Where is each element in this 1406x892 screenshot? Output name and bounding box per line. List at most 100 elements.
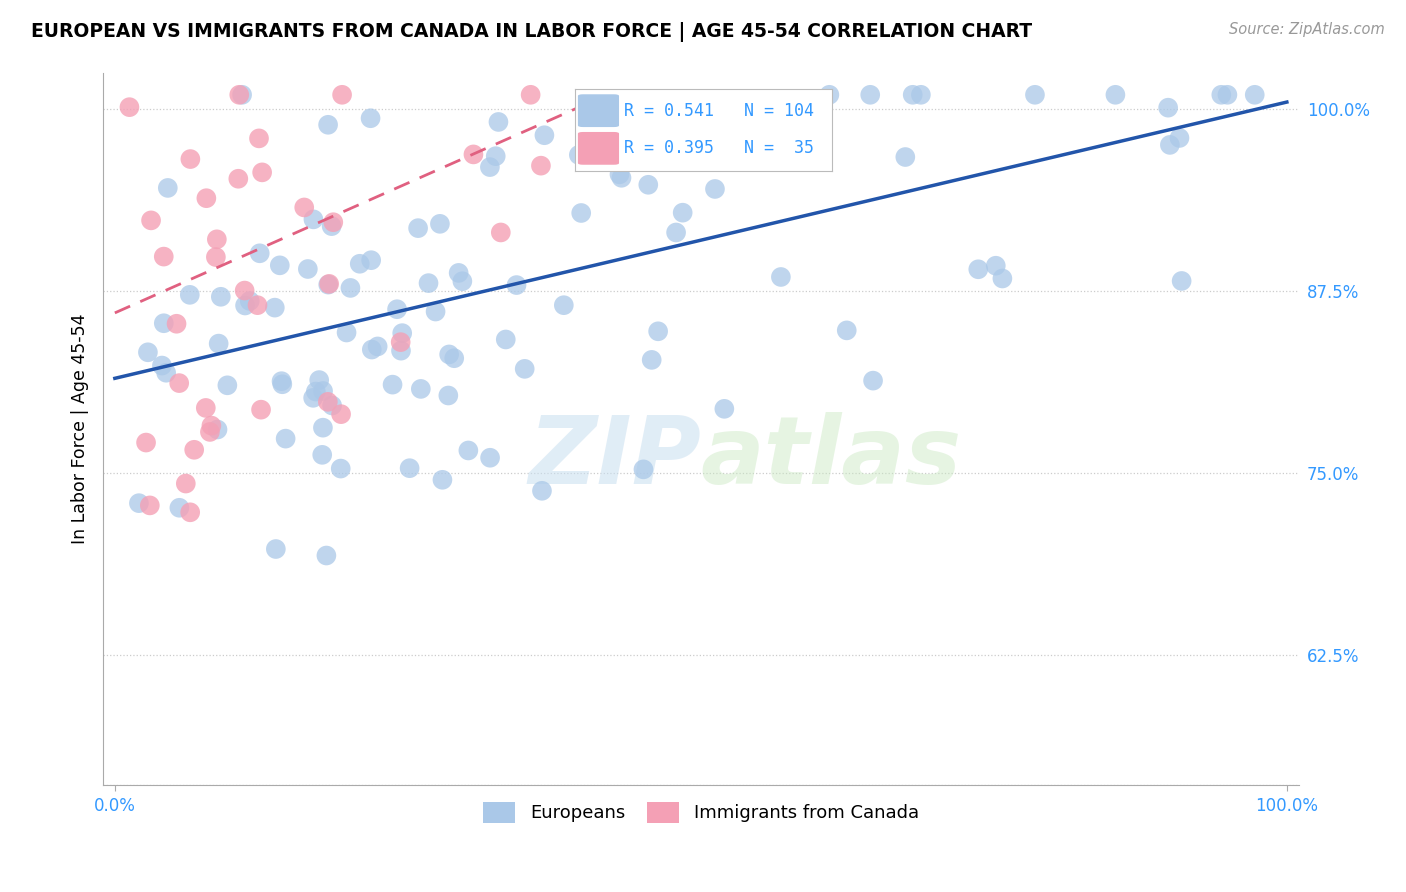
Point	[385, 302, 408, 317]
Point	[155, 366, 177, 380]
Point	[233, 298, 256, 312]
Y-axis label: In Labor Force | Age 45-54: In Labor Force | Age 45-54	[72, 314, 89, 544]
Point	[135, 435, 157, 450]
Point	[457, 443, 479, 458]
Point	[406, 221, 429, 235]
Point	[984, 259, 1007, 273]
Point	[250, 165, 273, 179]
Point	[391, 326, 413, 340]
Point	[1104, 87, 1126, 102]
Point	[315, 549, 337, 563]
Point	[633, 462, 655, 476]
Point	[118, 100, 141, 114]
Point	[360, 112, 382, 126]
Point	[246, 298, 269, 312]
Point	[217, 378, 239, 392]
Point	[263, 301, 285, 315]
Point	[179, 288, 201, 302]
Point	[360, 253, 382, 268]
Point	[505, 278, 527, 293]
Point	[150, 359, 173, 373]
Point	[169, 500, 191, 515]
Point	[769, 270, 792, 285]
Point	[339, 281, 361, 295]
Point	[318, 277, 340, 291]
Point	[432, 473, 454, 487]
Point	[437, 347, 460, 361]
Point	[1243, 87, 1265, 102]
Point	[513, 362, 536, 376]
Point	[485, 149, 508, 163]
Point	[305, 384, 328, 399]
Point	[270, 374, 292, 388]
Point	[205, 232, 228, 246]
Point	[249, 246, 271, 260]
Point	[381, 377, 404, 392]
Point	[139, 499, 162, 513]
Point	[174, 476, 197, 491]
Point	[1157, 101, 1180, 115]
Point	[495, 333, 517, 347]
Point	[437, 388, 460, 402]
Point	[713, 401, 735, 416]
Point	[530, 159, 553, 173]
Point	[316, 277, 339, 292]
Point	[443, 351, 465, 366]
Point	[274, 432, 297, 446]
Point	[478, 160, 501, 174]
Point	[312, 384, 335, 398]
Point	[859, 87, 882, 102]
Point	[330, 87, 353, 102]
Point	[1159, 137, 1181, 152]
Point	[271, 377, 294, 392]
Point	[322, 215, 344, 229]
Point	[302, 391, 325, 405]
Point	[991, 271, 1014, 285]
Point	[139, 213, 162, 227]
Point	[152, 250, 174, 264]
Point	[226, 171, 249, 186]
Point	[297, 262, 319, 277]
Point	[641, 352, 664, 367]
Point	[418, 276, 440, 290]
Point	[308, 373, 330, 387]
Point	[321, 219, 343, 234]
Point	[910, 87, 932, 102]
Point	[228, 87, 250, 102]
Point	[967, 262, 990, 277]
Point	[389, 343, 412, 358]
Point	[292, 201, 315, 215]
Point	[316, 394, 339, 409]
Point	[1024, 87, 1046, 102]
Point	[136, 345, 159, 359]
Point	[447, 266, 470, 280]
Point	[609, 167, 631, 181]
Point	[312, 420, 335, 434]
Point	[179, 505, 201, 519]
Point	[409, 382, 432, 396]
Point	[167, 376, 190, 390]
Point	[533, 128, 555, 143]
Point	[209, 290, 232, 304]
Point	[1216, 87, 1239, 102]
Point	[862, 374, 884, 388]
Point	[1211, 87, 1233, 102]
Point	[894, 150, 917, 164]
Point	[429, 217, 451, 231]
Point	[316, 118, 339, 132]
Point	[302, 212, 325, 227]
Point	[389, 335, 412, 350]
Point	[655, 112, 678, 126]
Point	[198, 425, 221, 439]
Point	[152, 316, 174, 330]
Point	[610, 170, 633, 185]
Point	[665, 226, 688, 240]
Point	[451, 274, 474, 288]
Point	[488, 115, 510, 129]
Point	[360, 343, 382, 357]
Point	[569, 206, 592, 220]
Point	[208, 336, 231, 351]
Point	[553, 298, 575, 312]
Text: ZIP: ZIP	[529, 412, 700, 504]
Point	[239, 293, 262, 308]
